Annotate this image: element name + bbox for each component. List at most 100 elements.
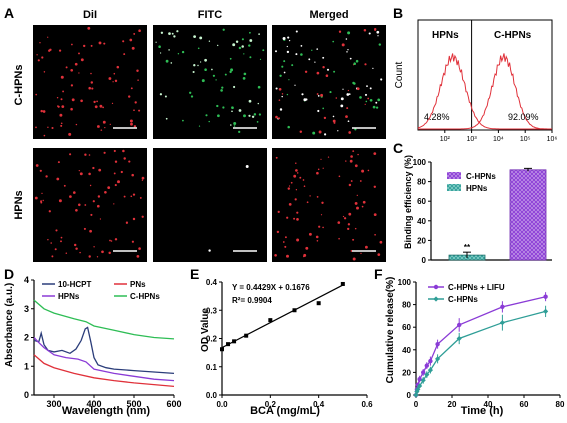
image-chpns-merged-spot	[332, 119, 336, 123]
image-chpns-merged-spot	[317, 95, 320, 97]
image-hpns-dil-spot	[58, 199, 62, 203]
image-chpns-merged-spot	[305, 98, 308, 101]
image-hpns-dil-spot	[130, 195, 133, 198]
image-hpns-dil-spot	[48, 210, 51, 213]
c-y-tick-label: 60	[417, 197, 426, 206]
image-chpns-dil-spot	[75, 123, 78, 126]
image-hpns-dil-spot	[65, 252, 68, 255]
image-chpns-fitc-spot	[256, 121, 259, 123]
f-data-point	[427, 367, 433, 373]
image-hpns-merged-spot	[309, 195, 311, 197]
image-chpns-merged-spot	[275, 50, 277, 53]
image-chpns-merged-spot	[376, 30, 380, 34]
image-hpns-dil-spot	[34, 196, 38, 200]
image-chpns-fitc-spot	[159, 52, 162, 54]
image-hpns-dil-background	[33, 148, 147, 262]
image-chpns-fitc-spot	[258, 113, 262, 116]
image-chpns-fitc-spot	[257, 102, 260, 105]
image-hpns-merged-spot	[347, 223, 351, 226]
d-y-tick-label: 2	[24, 333, 29, 343]
c-y-tick-label: 20	[417, 236, 426, 245]
image-chpns-merged-spot	[355, 59, 359, 63]
c-legend-swatch-hpns	[447, 184, 461, 191]
image-hpns-dil-spot	[131, 240, 134, 243]
image-chpns-fitc-spot	[190, 95, 194, 98]
image-hpns-dil-spot	[51, 255, 54, 258]
image-chpns-fitc-spot	[170, 62, 173, 64]
image-hpns-dil-spot	[40, 200, 43, 203]
image-hpns-merged-spot	[345, 160, 347, 162]
image-chpns-dil-spot	[65, 66, 68, 69]
image-hpns-dil-spot	[99, 218, 102, 220]
f-data-point	[499, 320, 505, 326]
image-hpns-dil-spot	[63, 184, 66, 187]
e-data-point	[340, 281, 345, 286]
image-chpns-dil-spot	[58, 49, 62, 52]
d-legend-label: 10-HCPT	[58, 280, 91, 289]
image-hpns-dil-spot	[88, 154, 91, 156]
image-chpns-fitc-spot	[176, 30, 179, 33]
image-hpns-merged-spot	[287, 187, 291, 190]
panel-a: A DiI FITC Merged C-HPNs HPNs	[4, 5, 386, 262]
image-hpns-fitc-background	[153, 148, 267, 262]
image-chpns-dil-spot	[83, 44, 86, 48]
image-hpns-dil-spot	[96, 256, 99, 258]
image-chpns-merged-spot	[333, 70, 336, 73]
image-chpns-dil-spot	[47, 36, 49, 38]
image-chpns-fitc-spot	[251, 115, 255, 119]
image-chpns-dil-spot	[70, 107, 73, 111]
image-chpns-fitc-spot	[231, 106, 233, 108]
image-hpns-merged-spot	[349, 159, 353, 163]
image-chpns-dil-spot	[122, 40, 125, 43]
image-chpns-dil-spot	[133, 32, 136, 35]
image-hpns-dil-spot	[78, 169, 80, 172]
image-hpns-dil-spot	[92, 166, 95, 170]
image-hpns-merged-spot	[302, 179, 305, 181]
image-chpns-merged-spot	[338, 30, 342, 33]
image-chpns-fitc-spot	[211, 68, 213, 71]
image-chpns-dil-spot	[99, 104, 103, 108]
c-significance-annotation: **	[464, 243, 471, 252]
image-chpns-fitc-spot	[258, 33, 260, 35]
d-series-line-pns	[33, 354, 175, 388]
image-chpns-dil-spot	[57, 105, 59, 107]
image-chpns-fitc-spot	[235, 40, 239, 44]
d-x-tick-label: 300	[46, 399, 61, 409]
image-hpns-merged-spot	[348, 183, 352, 187]
image-hpns-merged-spot	[290, 181, 293, 184]
image-chpns-merged-spot	[332, 40, 335, 43]
image-chpns-fitc-spot	[165, 59, 169, 63]
f-data-point	[543, 308, 549, 314]
image-chpns-fitc-spot	[173, 35, 176, 38]
image-hpns-dil-spot	[103, 151, 106, 154]
image-hpns-merged-spot	[373, 185, 376, 188]
image-chpns-fitc-spot	[208, 40, 211, 42]
image-chpns-dil-spot	[108, 77, 112, 80]
image-chpns-merged-spot	[301, 93, 304, 96]
panel-b: B Count 10² 10³ 10⁴ 10⁵ 10⁶ HPNs C-HPNs 4.28…	[393, 5, 557, 143]
image-hpns-dil-spot	[141, 176, 145, 180]
f-x-tick-label: 20	[448, 400, 457, 409]
image-hpns-merged-spot	[342, 215, 345, 218]
image-hpns-merged-spot	[316, 171, 319, 175]
image-hpns-merged-spot	[315, 235, 319, 239]
image-chpns-dil-spot	[60, 124, 63, 127]
image-chpns-merged-spot	[337, 130, 339, 132]
image-hpns-merged-spot	[296, 218, 299, 221]
image-chpns-dil-spot	[62, 90, 65, 93]
image-hpns-dil-spot	[92, 200, 95, 203]
image-chpns-merged-spot	[364, 103, 366, 106]
image-chpns-dil-spot	[112, 81, 114, 83]
image-hpns-merged-spot	[347, 227, 350, 231]
image-chpns-dil-spot	[123, 53, 126, 56]
image-hpns-merged-spot	[348, 212, 352, 216]
b-gated-percent-chpns: 92.09%	[508, 112, 539, 122]
image-chpns-dil-spot	[137, 79, 139, 81]
image-chpns-merged-spot	[287, 36, 290, 39]
image-hpns-merged-spot	[354, 201, 358, 205]
image-hpns-dil-spot	[98, 168, 102, 172]
b-x-tick-label: 10⁴	[493, 136, 504, 143]
f-x-axis-label: Time (h)	[461, 405, 504, 417]
image-chpns-fitc-spot	[259, 58, 262, 61]
d-x-axis-label: Wavelength (nm)	[62, 405, 151, 417]
